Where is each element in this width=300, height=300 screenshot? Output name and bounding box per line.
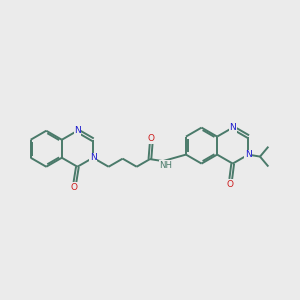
Text: O: O xyxy=(70,183,77,192)
Text: O: O xyxy=(227,180,234,189)
Text: N: N xyxy=(74,126,81,135)
Text: N: N xyxy=(90,153,96,162)
Text: NH: NH xyxy=(159,161,172,170)
Text: N: N xyxy=(245,150,252,159)
Text: N: N xyxy=(230,123,236,132)
Text: O: O xyxy=(148,134,155,143)
